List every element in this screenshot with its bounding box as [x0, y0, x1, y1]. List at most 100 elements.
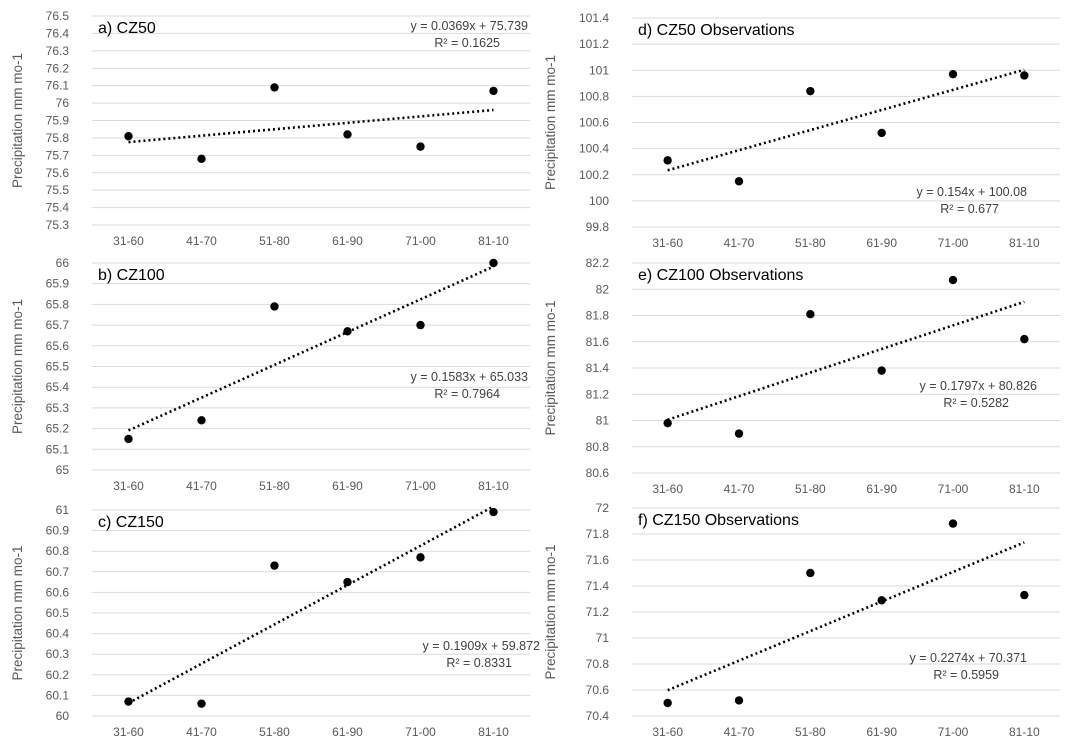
x-tick-label: 61-90 — [332, 725, 363, 739]
x-tick-label: 71-00 — [938, 725, 969, 739]
y-tick-label: 60 — [56, 709, 70, 723]
y-tick-label: 75.6 — [46, 166, 70, 180]
y-tick-label: 80.6 — [586, 466, 610, 480]
y-tick-label: 65.5 — [46, 360, 70, 374]
data-point — [734, 696, 744, 705]
trend-equation: y = 0.1583x + 65.033 — [411, 370, 529, 384]
x-tick-label: 71-00 — [938, 236, 969, 250]
data-point — [948, 519, 958, 528]
y-tick-label: 65.2 — [46, 422, 70, 436]
data-point — [663, 698, 672, 708]
x-tick-label: 81-10 — [1009, 482, 1040, 496]
data-point — [416, 320, 425, 330]
panel-d: 99.8 100 100.2 100.4 100.6 100.8 101 101.2 101.4… — [543, 11, 1060, 250]
data-point — [343, 130, 352, 139]
y-tick-label: 100 — [589, 194, 609, 208]
trend-equation: y = 0.1797x + 80.826 — [920, 379, 1038, 393]
data-point — [1020, 590, 1029, 600]
y-tick-label: 60.9 — [46, 524, 70, 538]
y-tick-label: 82 — [596, 282, 610, 296]
y-tick-label: 70.4 — [586, 709, 610, 723]
r-squared-label: R² = 0.5959 — [933, 668, 999, 682]
data-point — [270, 83, 279, 92]
panel-a: 75.3 75.4 75.5 75.6 75.7 75.8 75.9 76 76.1 76.2 76… — [10, 9, 530, 248]
y-axis-label: Precipitation mm mo-1 — [10, 299, 25, 434]
x-tick-label: 31-60 — [652, 725, 683, 739]
data-point — [877, 596, 886, 605]
x-tick-label: 71-00 — [405, 234, 436, 248]
panel-title: b) CZ100 — [98, 267, 165, 284]
panel-e: 80.6 80.8 81 81.2 81.4 81.6 81.8 82 82.2 31-60 41-… — [543, 256, 1060, 496]
y-tick-label: 81.2 — [586, 387, 610, 401]
y-axis-label: Precipitation mm mo-1 — [543, 55, 558, 190]
data-point — [877, 366, 886, 375]
r-squared-label: R² = 0.1625 — [434, 36, 500, 50]
data-point — [270, 561, 279, 570]
y-tick-label: 65.6 — [46, 339, 70, 353]
y-axis-label: Precipitation mm mo-1 — [543, 300, 558, 435]
x-tick-label: 81-10 — [478, 479, 509, 493]
y-tick-label: 76 — [56, 96, 70, 110]
y-tick-label: 65.9 — [46, 277, 70, 291]
x-tick-label: 61-90 — [332, 479, 363, 493]
x-tick-label: 61-90 — [866, 725, 897, 739]
x-tick-label: 51-80 — [795, 725, 826, 739]
y-tick-label: 60.3 — [46, 647, 70, 661]
x-tick-label: 41-70 — [724, 236, 755, 250]
data-point — [124, 131, 133, 141]
trendline — [667, 68, 1025, 172]
y-tick-label: 60.4 — [46, 627, 70, 641]
y-tick-label: 71.4 — [586, 579, 610, 593]
y-tick-label: 75.8 — [46, 131, 70, 145]
data-point — [270, 302, 279, 311]
x-tick-label: 41-70 — [724, 725, 755, 739]
y-tick-label: 76.3 — [46, 44, 70, 58]
data-point — [806, 568, 815, 578]
y-tick-label: 76.2 — [46, 61, 70, 75]
x-tick-label: 51-80 — [795, 482, 826, 496]
y-tick-label: 81.6 — [586, 335, 610, 349]
x-tick-label: 51-80 — [259, 725, 290, 739]
trend-equation: y = 0.154x + 100.08 — [916, 185, 1027, 199]
panel-title: f) CZ150 Observations — [638, 512, 799, 529]
y-tick-label: 61 — [56, 503, 70, 517]
y-axis-label: Precipitation mm mo-1 — [10, 545, 25, 680]
x-tick-label: 51-80 — [795, 236, 826, 250]
data-point — [1020, 334, 1029, 344]
y-axis-label: Precipitation mm mo-1 — [543, 544, 558, 679]
y-tick-label: 60.5 — [46, 606, 70, 620]
y-tick-label: 75.4 — [46, 201, 70, 215]
panel-title: c) CZ150 — [98, 514, 164, 531]
y-tick-label: 100.4 — [579, 142, 609, 156]
data-point — [663, 156, 672, 165]
data-point — [489, 258, 498, 268]
x-tick-label: 61-90 — [866, 236, 897, 250]
panel-title: e) CZ100 Observations — [638, 267, 803, 284]
y-tick-label: 75.9 — [46, 114, 70, 128]
trendline — [127, 265, 495, 432]
x-tick-label: 41-70 — [186, 234, 217, 248]
y-tick-label: 101 — [589, 63, 609, 77]
x-tick-label: 51-80 — [259, 479, 290, 493]
y-tick-label: 81.8 — [586, 309, 610, 323]
y-tick-label: 101.2 — [579, 37, 609, 51]
data-point — [197, 154, 206, 164]
x-tick-label: 31-60 — [113, 234, 144, 248]
x-tick-label: 71-00 — [938, 482, 969, 496]
x-tick-label: 81-10 — [1009, 725, 1040, 739]
trendline — [128, 108, 494, 144]
y-tick-label: 76.5 — [46, 9, 70, 23]
data-point — [948, 69, 958, 79]
trend-equation: y = 0.1909x + 59.872 — [423, 639, 541, 653]
r-squared-label: R² = 0.677 — [940, 202, 999, 216]
data-point — [1020, 71, 1029, 80]
y-tick-label: 100.6 — [579, 116, 609, 130]
r-squared-label: R² = 0.5282 — [943, 396, 1009, 410]
y-tick-label: 60.1 — [46, 688, 70, 702]
data-point — [197, 699, 206, 708]
y-tick-label: 71 — [596, 631, 610, 645]
x-tick-label: 31-60 — [652, 482, 683, 496]
x-tick-label: 41-70 — [724, 482, 755, 496]
y-tick-label: 60.6 — [46, 585, 70, 599]
